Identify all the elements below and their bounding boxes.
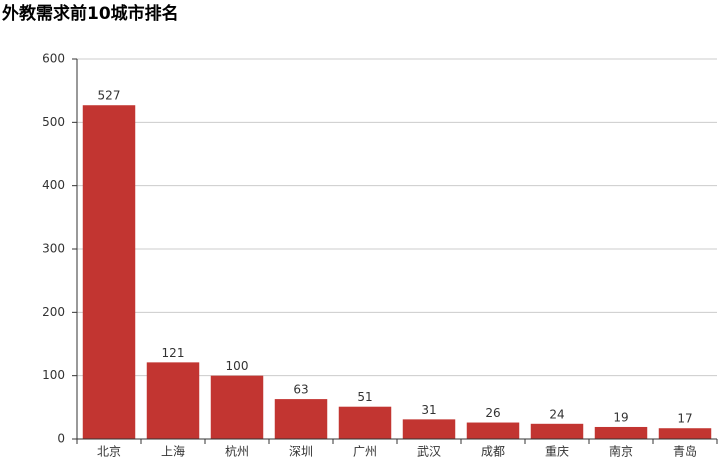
bar bbox=[82, 105, 136, 439]
data-label: 26 bbox=[485, 406, 500, 420]
chart-title: 外教需求前10城市排名 bbox=[2, 3, 179, 24]
bar bbox=[466, 422, 520, 439]
x-tick-label: 杭州 bbox=[225, 444, 249, 459]
data-label: 100 bbox=[226, 359, 249, 373]
x-tick-label: 深圳 bbox=[289, 445, 313, 459]
bar bbox=[594, 426, 648, 439]
bar bbox=[402, 419, 456, 439]
y-tick-label: 100 bbox=[42, 368, 65, 382]
x-tick-label: 重庆 bbox=[545, 445, 569, 459]
x-tick-label: 青岛 bbox=[673, 444, 697, 459]
bar bbox=[274, 399, 328, 439]
y-tick-label: 600 bbox=[42, 52, 65, 66]
x-tick-label: 北京 bbox=[97, 445, 121, 459]
bar bbox=[338, 406, 392, 439]
bar bbox=[530, 423, 584, 439]
bar bbox=[658, 428, 712, 439]
x-tick-label: 武汉 bbox=[417, 445, 441, 459]
bar bbox=[146, 362, 200, 439]
bar bbox=[210, 375, 264, 439]
data-label: 19 bbox=[613, 410, 628, 424]
data-label: 51 bbox=[357, 390, 372, 404]
y-tick-label: 400 bbox=[42, 178, 65, 192]
data-label: 527 bbox=[98, 89, 121, 103]
data-label: 63 bbox=[293, 383, 308, 397]
data-label: 17 bbox=[677, 412, 692, 426]
x-tick-label: 上海 bbox=[161, 444, 185, 459]
data-label: 31 bbox=[421, 403, 436, 417]
data-label: 24 bbox=[549, 407, 564, 421]
x-tick-label: 南京 bbox=[609, 444, 633, 459]
x-tick-label: 广州 bbox=[353, 445, 377, 459]
x-tick-label: 成都 bbox=[481, 445, 505, 459]
y-tick-label: 300 bbox=[42, 242, 65, 256]
y-tick-label: 200 bbox=[42, 305, 65, 319]
y-tick-label: 0 bbox=[57, 432, 65, 446]
data-label: 121 bbox=[162, 346, 185, 360]
y-tick-label: 500 bbox=[42, 115, 65, 129]
